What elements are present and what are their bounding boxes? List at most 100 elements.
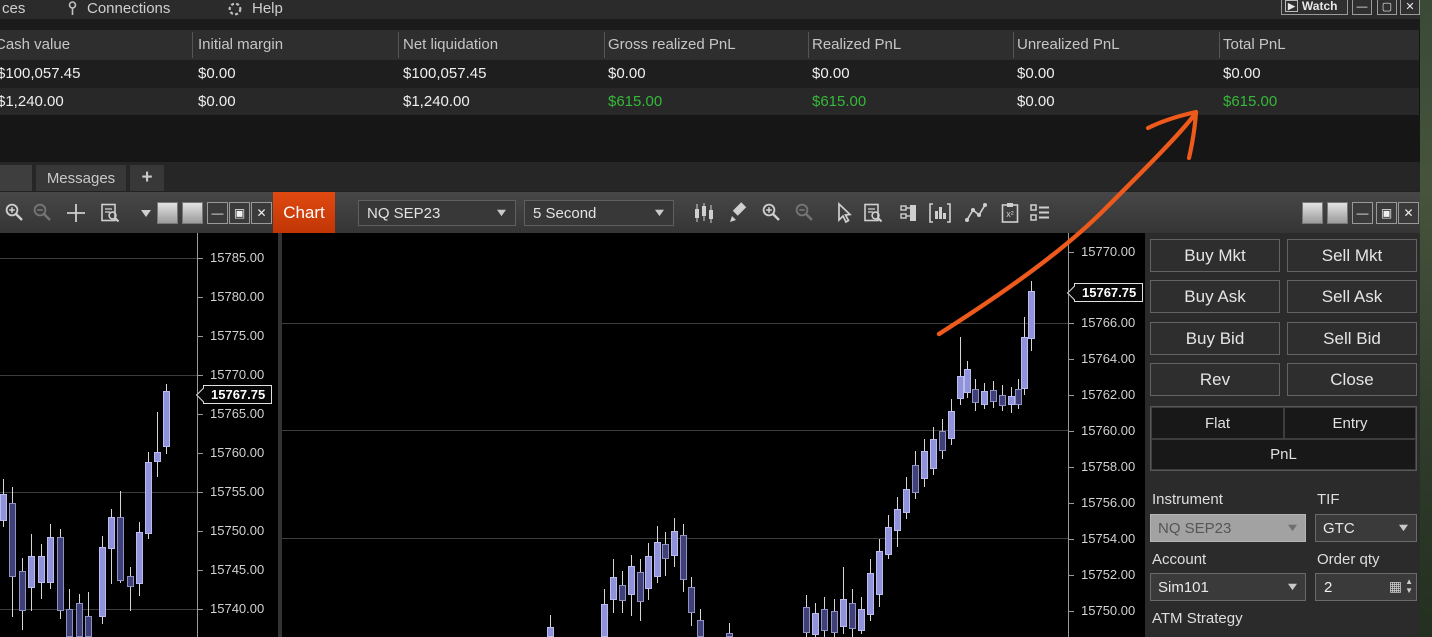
order-panel: Flat Entry PnL Instrument TIF NQ SEP23 ▼… xyxy=(1145,233,1420,637)
left-chart-close-button[interactable]: ✕ xyxy=(251,202,272,224)
axis-tick-label: 15754.00 xyxy=(1081,531,1136,546)
candle-body xyxy=(154,452,161,462)
chart-window-title[interactable]: Chart xyxy=(273,192,335,234)
partial-tab[interactable] xyxy=(0,165,32,191)
close-button[interactable]: Close xyxy=(1287,363,1417,396)
candle-body xyxy=(163,391,170,447)
candle-body xyxy=(1028,291,1035,339)
main-chart-plot[interactable] xyxy=(282,233,1068,637)
buy-bid-button[interactable]: Buy Bid xyxy=(1150,322,1280,355)
calculator-icon[interactable]: ▦ xyxy=(1388,577,1403,594)
table-cell: $0.00 xyxy=(812,65,850,82)
app-close-button[interactable]: ✕ xyxy=(1400,0,1420,15)
chart-zoom-in-icon[interactable] xyxy=(759,201,783,225)
watch-button[interactable]: ▶ Watch xyxy=(1281,0,1348,15)
axis-tick xyxy=(197,531,203,532)
table-column-header[interactable]: Unrealized PnL xyxy=(1017,36,1120,53)
data-box-icon[interactable] xyxy=(98,201,122,225)
table-column-header[interactable]: Realized PnL xyxy=(812,36,902,53)
axis-tick-label: 15750.00 xyxy=(210,523,265,538)
account-table-row[interactable]: $1,240.00 $0.00 $1,240.00 $615.00 $615.00 $0.… xyxy=(0,88,1419,115)
candle-wick xyxy=(88,592,89,637)
app-maximize-button[interactable]: ▢ xyxy=(1377,0,1397,15)
order-qty-input[interactable]: 2 ▦ ▲ ▼ xyxy=(1315,573,1417,601)
chart-minimize-button[interactable]: — xyxy=(1352,202,1373,224)
table-column-header[interactable]: Net liquidation xyxy=(403,36,499,53)
buy-ask-button[interactable]: Buy Ask xyxy=(1150,280,1280,313)
chevron-down-icon: ▼ xyxy=(493,207,510,219)
chart-trader-icon[interactable] xyxy=(897,201,921,225)
table-cell: $615.00 xyxy=(1223,93,1278,110)
candle-body xyxy=(9,503,16,577)
tif-select[interactable]: GTC ▼ xyxy=(1315,514,1417,542)
left-chart-plot[interactable] xyxy=(0,233,197,637)
window-tile-button[interactable] xyxy=(182,202,203,224)
panel-instrument-select[interactable]: NQ SEP23 ▼ xyxy=(1150,514,1306,542)
candle-wick xyxy=(729,623,730,637)
sell-ask-button[interactable]: Sell Ask xyxy=(1287,280,1417,313)
candle-body xyxy=(671,531,678,556)
flat-button[interactable]: Flat xyxy=(1151,407,1284,439)
account-value: Sim101 xyxy=(1158,578,1209,596)
add-tab-button[interactable]: + xyxy=(130,165,164,191)
window-tile-button[interactable] xyxy=(1302,202,1323,224)
pencil-icon[interactable] xyxy=(726,201,750,225)
candle-body xyxy=(662,544,669,559)
candle-body xyxy=(990,390,997,402)
cursor-icon[interactable] xyxy=(831,201,855,225)
app-minimize-button[interactable]: — xyxy=(1352,0,1372,15)
candle-body xyxy=(885,527,892,555)
crosshair-icon[interactable] xyxy=(64,201,88,225)
account-select[interactable]: Sim101 ▼ xyxy=(1150,573,1306,601)
axis-tick-label: 15760.00 xyxy=(1081,423,1136,438)
tif-field-label: TIF xyxy=(1317,491,1340,508)
chart-restore-button[interactable]: ▣ xyxy=(1376,202,1397,224)
zoom-out-icon[interactable] xyxy=(30,201,54,225)
account-table-row[interactable]: $100,057.45 $0.00 $100,057.45 $0.00 $0.00 $0.… xyxy=(0,60,1419,88)
axis-tick xyxy=(1068,575,1074,576)
table-column-header[interactable]: Total PnL xyxy=(1223,36,1286,53)
main-chart-axis[interactable]: 15770.00 15766.00 15764.00 15762.00 15760.00… xyxy=(1066,233,1145,637)
table-column-header[interactable]: Cash value xyxy=(0,36,71,53)
candle-body xyxy=(57,537,64,611)
strategy-icon[interactable]: x² xyxy=(998,201,1022,225)
menu-workspaces-partial[interactable]: ces xyxy=(2,0,26,17)
chart-data-box-icon[interactable] xyxy=(861,201,885,225)
sell-bid-button[interactable]: Sell Bid xyxy=(1287,322,1417,355)
candle-body xyxy=(803,607,810,633)
menu-connections[interactable]: Connections xyxy=(87,0,171,17)
left-chart-minimize-button[interactable]: — xyxy=(207,202,228,224)
left-chart-axis[interactable]: 15785.00 15780.00 15775.00 15770.00 15765.00… xyxy=(195,233,278,637)
menu-help[interactable]: Help xyxy=(252,0,283,17)
instrument-dropdown[interactable]: NQ SEP23 ▼ xyxy=(358,200,516,226)
account-table-header: Cash value Initial margin Net liquidation G… xyxy=(0,30,1419,60)
axis-tick-label: 15766.00 xyxy=(1081,315,1136,330)
window-tile-button[interactable] xyxy=(157,202,178,224)
candle-body xyxy=(876,551,883,595)
chart-zoom-out-icon[interactable] xyxy=(792,201,816,225)
buy-mkt-button[interactable]: Buy Mkt xyxy=(1150,239,1280,272)
candle-body xyxy=(28,556,35,588)
rev-button[interactable]: Rev xyxy=(1150,363,1280,396)
caret-down-icon[interactable] xyxy=(134,201,158,225)
tab-messages[interactable]: Messages xyxy=(36,165,126,191)
indicators-icon[interactable] xyxy=(928,201,952,225)
candle-body xyxy=(981,391,988,405)
properties-icon[interactable] xyxy=(1028,201,1052,225)
window-tile-button[interactable] xyxy=(1327,202,1348,224)
qty-stepper[interactable]: ▲ ▼ xyxy=(1405,577,1413,595)
table-column-header[interactable]: Initial margin xyxy=(198,36,284,53)
drawing-line-icon[interactable] xyxy=(964,201,988,225)
pnl-button[interactable]: PnL xyxy=(1151,439,1416,470)
candle-body xyxy=(601,604,608,637)
interval-dropdown[interactable]: 5 Second ▼ xyxy=(524,200,674,226)
table-top-gap xyxy=(0,19,1420,30)
candlestick-style-icon[interactable] xyxy=(692,201,716,225)
sell-mkt-button[interactable]: Sell Mkt xyxy=(1287,239,1417,272)
table-column-header[interactable]: Gross realized PnL xyxy=(608,36,736,53)
entry-button[interactable]: Entry xyxy=(1284,407,1416,439)
candle-body xyxy=(849,603,856,629)
zoom-in-icon[interactable] xyxy=(2,201,26,225)
chart-close-button[interactable]: ✕ xyxy=(1398,202,1419,224)
left-chart-restore-button[interactable]: ▣ xyxy=(229,202,250,224)
